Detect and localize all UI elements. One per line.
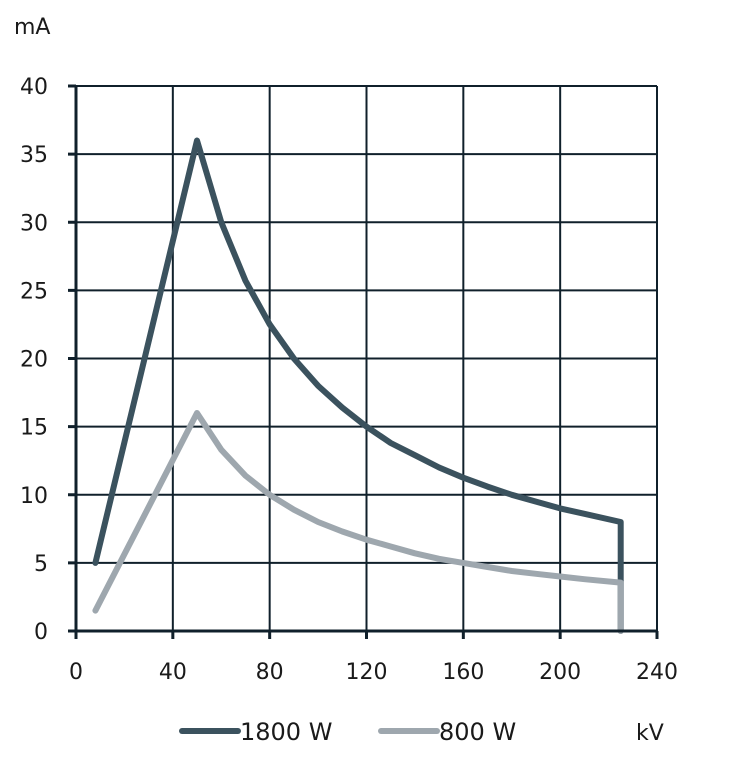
x-tick-label-120: 120 [346,660,388,685]
y-tick-label-15: 15 [20,416,48,441]
y-tick-label-25: 25 [20,279,48,304]
y-tick-label-35: 35 [20,143,48,168]
legend: 1800 W 800 W [179,718,516,746]
series-line-1800w [92,137,624,634]
x-tick-label-200: 200 [539,660,581,685]
legend-label-1800w: 1800 W [240,718,332,746]
axes [68,84,659,639]
y-tick-label-40: 40 [20,75,48,100]
x-tick-label-40: 40 [159,660,187,685]
legend-label-800w: 800 W [439,718,516,746]
y-tick-label-5: 5 [34,552,48,577]
series-group [92,137,624,634]
x-tick-label-160: 160 [442,660,484,685]
x-tick-label-0: 0 [69,660,83,685]
x-tick-label-80: 80 [256,660,284,685]
tick-labels: 0 5 10 15 20 25 30 35 40 0 40 80 120 160 200 240 [20,75,678,685]
y-tick-label-20: 20 [20,348,48,373]
y-tick-label-0: 0 [34,620,48,645]
x-axis-unit-label: kV [636,721,664,746]
y-axis-unit-label: mA [14,15,50,40]
grid [76,85,658,631]
series-line-800w [92,410,624,634]
y-tick-label-10: 10 [20,484,48,509]
y-tick-label-30: 30 [20,211,48,236]
x-tick-label-240: 240 [636,660,678,685]
